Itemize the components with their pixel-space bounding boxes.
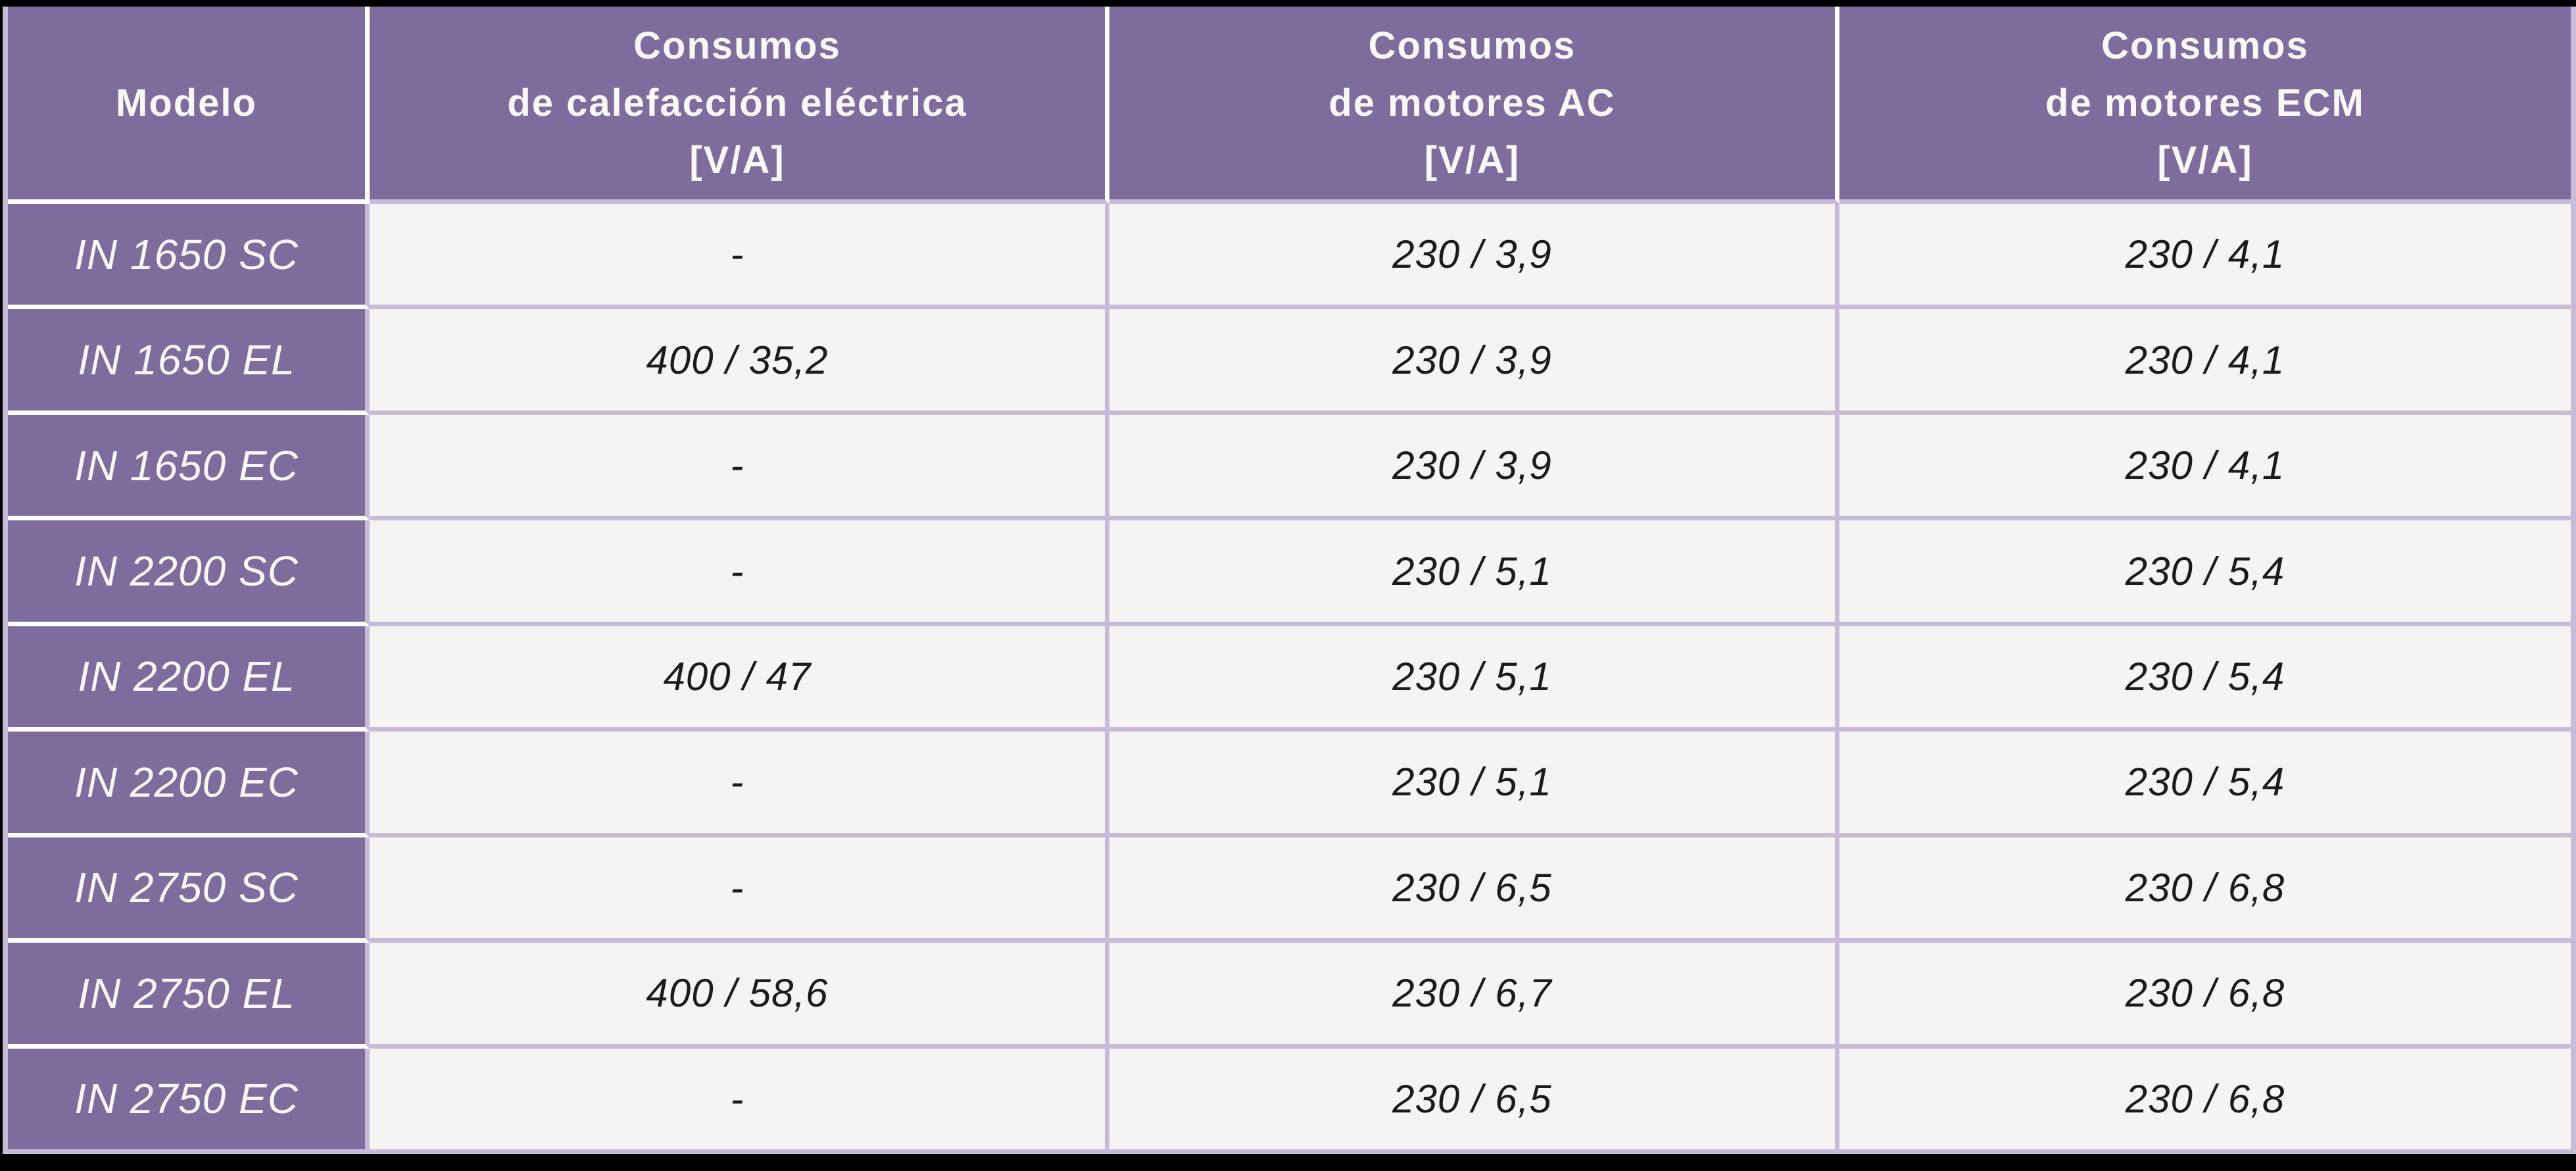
motores-ac-cell: 230 / 3,9 bbox=[1109, 309, 1839, 415]
motores-ecm-cell: 230 / 5,4 bbox=[1839, 732, 2576, 837]
header-line: Modelo bbox=[116, 82, 257, 124]
column-header-modelo: Modelo bbox=[8, 7, 370, 204]
model-cell: IN 1650 EC bbox=[8, 414, 370, 521]
table-row: IN 2750 EC - 230 / 6,5 230 / 6,8 bbox=[8, 1048, 2576, 1154]
table-row: IN 2200 EL 400 / 47 230 / 5,1 230 / 5,4 bbox=[8, 626, 2576, 732]
motores-ecm-cell: 230 / 6,8 bbox=[1839, 837, 2576, 943]
motores-ac-cell: 230 / 5,1 bbox=[1109, 626, 1839, 732]
column-header-motores-ac: Consumos de motores AC [V/A] bbox=[1109, 7, 1839, 204]
motores-ac-cell: 230 / 3,9 bbox=[1109, 414, 1839, 521]
calefaccion-cell: 400 / 35,2 bbox=[370, 309, 1109, 415]
header-line: [V/A] bbox=[1424, 139, 1520, 182]
table-row: IN 2200 SC - 230 / 5,1 230 / 5,4 bbox=[8, 520, 2576, 626]
model-cell: IN 2750 EL bbox=[8, 943, 370, 1049]
calefaccion-cell: - bbox=[370, 520, 1109, 626]
column-header-motores-ecm: Consumos de motores ECM [V/A] bbox=[1839, 7, 2576, 204]
consumption-spec-table: Modelo Consumos de calefacción eléctrica… bbox=[3, 7, 2576, 1154]
model-cell: IN 1650 SC bbox=[8, 204, 370, 310]
table-row: IN 2200 EC - 230 / 5,1 230 / 5,4 bbox=[8, 732, 2576, 837]
table-row: IN 1650 SC - 230 / 3,9 230 / 4,1 bbox=[8, 204, 2576, 310]
calefaccion-cell: - bbox=[370, 1048, 1109, 1154]
motores-ac-cell: 230 / 6,5 bbox=[1109, 1048, 1839, 1154]
header-line: Consumos bbox=[1368, 24, 1576, 67]
model-cell: IN 2750 EC bbox=[8, 1048, 370, 1154]
model-cell: IN 1650 EL bbox=[8, 309, 370, 415]
motores-ac-cell: 230 / 5,1 bbox=[1109, 520, 1839, 626]
motores-ecm-cell: 230 / 4,1 bbox=[1839, 414, 2576, 521]
motores-ecm-cell: 230 / 5,4 bbox=[1839, 626, 2576, 732]
table-row: IN 2750 SC - 230 / 6,5 230 / 6,8 bbox=[8, 837, 2576, 943]
header-line: de calefacción eléctrica bbox=[507, 82, 967, 124]
table-row: IN 1650 EC - 230 / 3,9 230 / 4,1 bbox=[8, 414, 2576, 521]
motores-ecm-cell: 230 / 4,1 bbox=[1839, 204, 2576, 310]
calefaccion-cell: - bbox=[370, 837, 1109, 943]
model-cell: IN 2200 SC bbox=[8, 520, 370, 626]
table-row: IN 1650 EL 400 / 35,2 230 / 3,9 230 / 4,… bbox=[8, 309, 2576, 415]
table-row: IN 2750 EL 400 / 58,6 230 / 6,7 230 / 6,… bbox=[8, 943, 2576, 1049]
motores-ecm-cell: 230 / 6,8 bbox=[1839, 943, 2576, 1049]
calefaccion-cell: 400 / 47 bbox=[370, 626, 1109, 732]
header-line: de motores ECM bbox=[2045, 82, 2365, 124]
motores-ecm-cell: 230 / 4,1 bbox=[1839, 309, 2576, 415]
model-cell: IN 2750 SC bbox=[8, 837, 370, 943]
motores-ac-cell: 230 / 3,9 bbox=[1109, 204, 1839, 310]
motores-ecm-cell: 230 / 5,4 bbox=[1839, 520, 2576, 626]
header-line: Consumos bbox=[633, 24, 841, 67]
motores-ac-cell: 230 / 6,5 bbox=[1109, 837, 1839, 943]
header-line: [V/A] bbox=[689, 139, 785, 182]
motores-ac-cell: 230 / 6,7 bbox=[1109, 943, 1839, 1049]
header-line: [V/A] bbox=[2157, 139, 2253, 182]
header-line: de motores AC bbox=[1328, 82, 1616, 124]
calefaccion-cell: - bbox=[370, 414, 1109, 521]
column-header-calefaccion: Consumos de calefacción eléctrica [V/A] bbox=[370, 7, 1109, 204]
model-cell: IN 2200 EL bbox=[8, 626, 370, 732]
header-row: Modelo Consumos de calefacción eléctrica… bbox=[8, 7, 2576, 204]
motores-ecm-cell: 230 / 6,8 bbox=[1839, 1048, 2576, 1154]
header-line: Consumos bbox=[2101, 24, 2309, 67]
calefaccion-cell: - bbox=[370, 732, 1109, 837]
model-cell: IN 2200 EC bbox=[8, 732, 370, 837]
calefaccion-cell: 400 / 58,6 bbox=[370, 943, 1109, 1049]
motores-ac-cell: 230 / 5,1 bbox=[1109, 732, 1839, 837]
calefaccion-cell: - bbox=[370, 204, 1109, 310]
